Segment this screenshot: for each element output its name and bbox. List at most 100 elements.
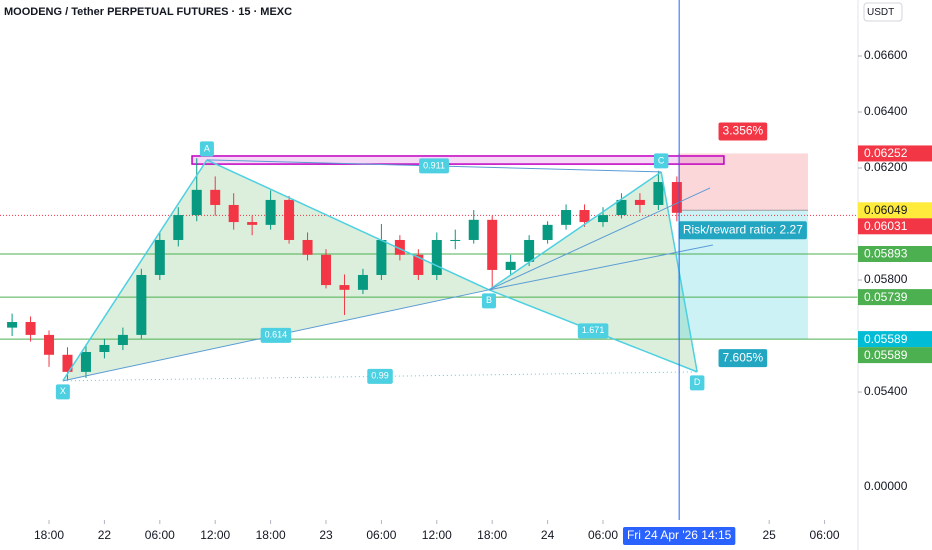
candle-body bbox=[597, 215, 608, 223]
candle-body bbox=[376, 239, 387, 275]
candle-body bbox=[284, 199, 295, 240]
target-pct-label-text: 7.605% bbox=[723, 350, 764, 364]
plot-area: 0.614 0.911 1.671 0.99 X A B C D 3.356% Risk/rewar… bbox=[0, 122, 858, 400]
point-label-bg bbox=[689, 375, 705, 391]
price-axis: 0.06600 0.06400 0.06200 0.05800 0.05400 0.062… bbox=[858, 48, 932, 398]
price-tag-label: 0.05893 bbox=[864, 247, 908, 261]
ratio-box-text: Risk/reward ratio: 2.27 bbox=[683, 222, 803, 236]
pattern-diagonal bbox=[62, 371, 698, 382]
candle-body bbox=[117, 334, 128, 345]
ratio-label: 0.99 bbox=[367, 368, 393, 384]
candle-body bbox=[468, 219, 479, 240]
ratio-label-text: 0.911 bbox=[423, 160, 445, 170]
x-tick-label: 23 bbox=[319, 528, 333, 542]
candle-body bbox=[25, 322, 36, 335]
axis-extra-label: 0.00000 bbox=[864, 479, 908, 493]
candle-body bbox=[191, 189, 202, 216]
pattern-fill bbox=[62, 159, 489, 381]
candle-body bbox=[357, 274, 368, 290]
x-tick-label: 06:00 bbox=[588, 528, 618, 542]
point-label: C bbox=[653, 153, 669, 169]
point-label: B bbox=[481, 293, 496, 309]
point-label-bg bbox=[199, 141, 214, 157]
price-tag bbox=[858, 145, 932, 162]
pattern-leg bbox=[488, 171, 662, 291]
candle-body bbox=[136, 274, 147, 335]
crosshair-label-bg bbox=[622, 527, 736, 545]
ratio-label-text: 0.99 bbox=[371, 371, 389, 381]
candle-body bbox=[210, 189, 221, 205]
x-tick-label: 18:00 bbox=[34, 528, 64, 542]
price-tag bbox=[858, 202, 932, 219]
currency-box[interactable] bbox=[863, 2, 903, 22]
candle-body bbox=[616, 199, 627, 216]
ratio-label-bg bbox=[577, 323, 609, 339]
price-tag bbox=[858, 218, 932, 235]
pattern-leg bbox=[206, 159, 490, 291]
x-tick-label: 06:00 bbox=[810, 528, 840, 542]
ratio-label-bg bbox=[260, 327, 292, 343]
stop-pct-label-text: 3.356% bbox=[723, 124, 764, 138]
point-label-text: A bbox=[204, 143, 210, 153]
x-tick-label: 25 bbox=[763, 528, 777, 542]
ratio-label: 0.911 bbox=[419, 158, 449, 174]
candle-body bbox=[265, 199, 276, 225]
pattern-leg bbox=[62, 159, 208, 382]
price-tag-label: 0.06031 bbox=[864, 219, 908, 233]
price-tag-label: 0.06049 bbox=[864, 203, 908, 217]
fan-line bbox=[488, 244, 713, 291]
candle-body bbox=[579, 210, 590, 223]
candle-body bbox=[394, 239, 405, 255]
x-tick-label: 12:00 bbox=[200, 528, 230, 542]
candle-body bbox=[431, 239, 442, 275]
y-tick-label: 0.05800 bbox=[864, 272, 908, 286]
point-label-text: B bbox=[486, 295, 492, 305]
candle-body bbox=[247, 222, 258, 225]
candle-body bbox=[62, 354, 73, 372]
ratio-label-bg bbox=[419, 158, 449, 174]
currency-label: USDT bbox=[867, 7, 894, 18]
resistance-zone bbox=[191, 155, 725, 165]
candle-body bbox=[44, 334, 55, 355]
x-tick-label: 06:00 bbox=[145, 528, 175, 542]
ratio-box-bg bbox=[678, 221, 807, 240]
ratio-label: 1.671 bbox=[577, 323, 609, 339]
candle-body bbox=[7, 322, 18, 328]
candle-body bbox=[228, 204, 239, 223]
price-tag bbox=[858, 347, 932, 364]
x-tick-label: 06:00 bbox=[366, 528, 396, 542]
candle-body bbox=[450, 239, 461, 241]
y-tick-label: 0.06600 bbox=[864, 48, 908, 62]
stop-pct-label: 3.356% bbox=[718, 122, 768, 141]
crosshair-label: Fri 24 Apr '26 14:15 bbox=[622, 527, 736, 545]
x-tick-label: 18:00 bbox=[477, 528, 507, 542]
candle-body bbox=[634, 199, 645, 205]
chart-title: MOODENG / Tether PERPETUAL FUTURES · 15 … bbox=[4, 6, 292, 18]
candle-body bbox=[487, 219, 498, 270]
x-tick-label: 18:00 bbox=[256, 528, 286, 542]
candle-body bbox=[561, 210, 572, 225]
pattern-fill bbox=[488, 171, 698, 372]
ratio-box: Risk/reward ratio: 2.27 bbox=[678, 221, 807, 240]
candle-body bbox=[542, 224, 553, 240]
point-label-text: X bbox=[60, 386, 66, 396]
fan-line bbox=[488, 187, 711, 291]
candle-body bbox=[653, 182, 664, 205]
x-tick-label: 24 bbox=[541, 528, 555, 542]
point-label: D bbox=[689, 375, 705, 391]
point-label-bg bbox=[55, 384, 70, 400]
candle-body bbox=[413, 254, 424, 275]
crosshair-label-text: Fri 24 Apr '26 14:15 bbox=[627, 528, 732, 542]
ratio-label-text: 1.671 bbox=[582, 325, 605, 335]
point-label-bg bbox=[653, 153, 669, 169]
candle-body bbox=[671, 182, 682, 213]
candle-body bbox=[80, 351, 91, 372]
x-tick-label: 22 bbox=[98, 528, 112, 542]
price-tag bbox=[858, 331, 932, 348]
point-label: A bbox=[199, 141, 214, 157]
ratio-label-bg bbox=[367, 368, 393, 384]
price-tag bbox=[858, 245, 932, 262]
